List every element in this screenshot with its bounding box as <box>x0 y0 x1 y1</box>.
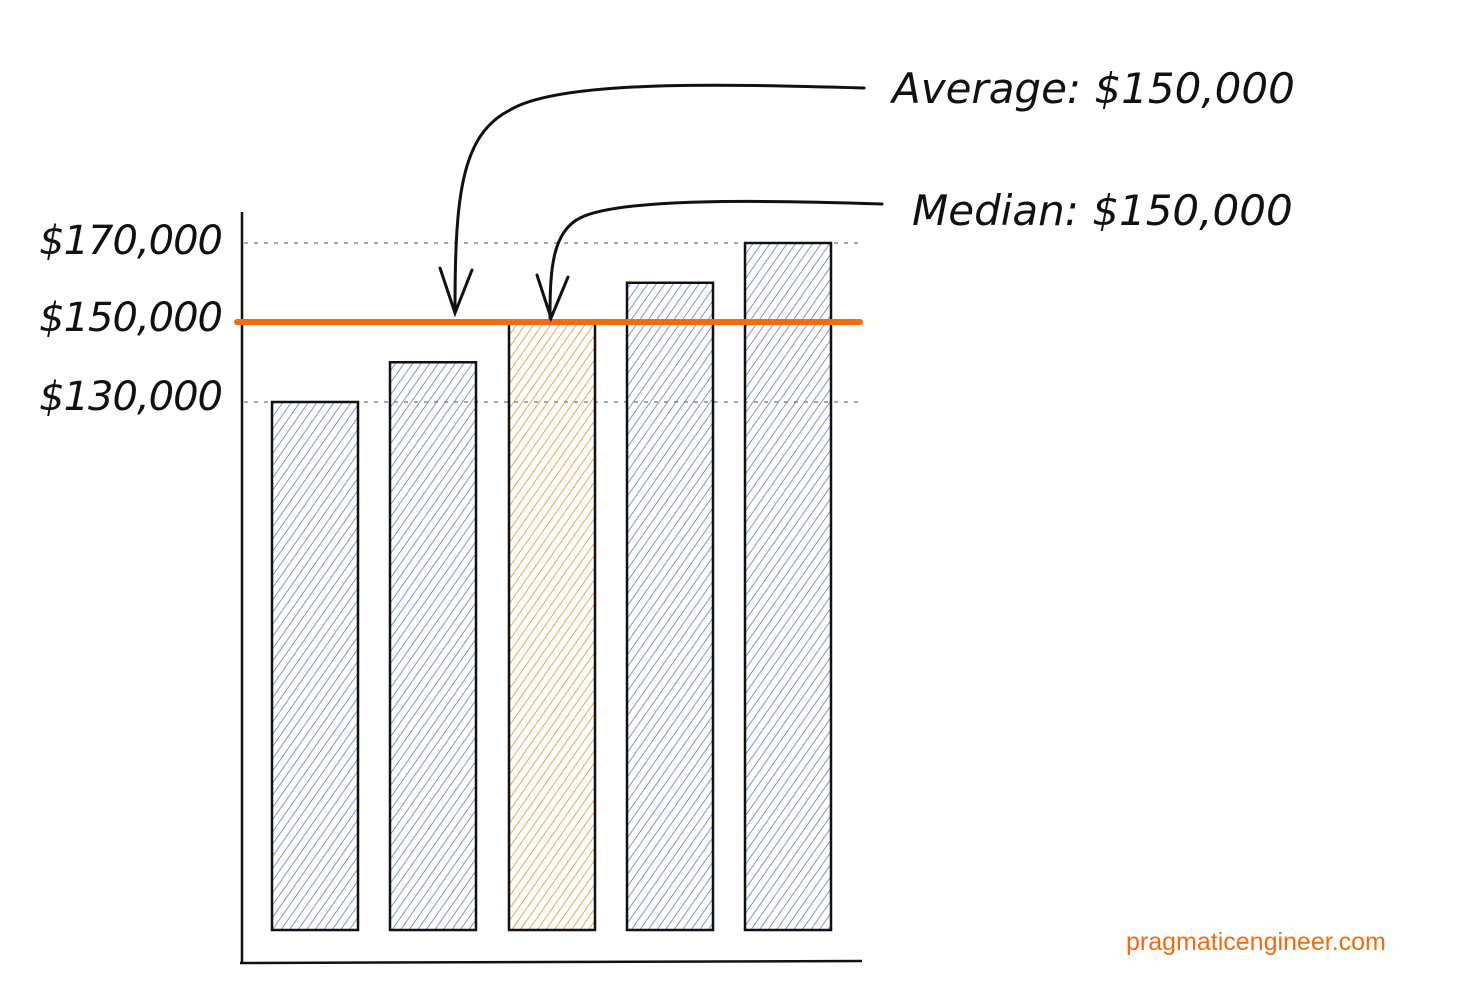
bar <box>270 400 360 932</box>
median-annotation: Median: $150,000 <box>912 186 1293 235</box>
y-tick-130000: $130,000 <box>39 374 223 420</box>
x-axis <box>239 959 863 965</box>
bar-median-highlighted <box>507 321 597 932</box>
median-arrow-icon <box>535 199 884 323</box>
watermark-link[interactable]: pragmaticengineer.com <box>1126 928 1386 956</box>
bars <box>270 241 833 932</box>
bar <box>388 361 478 932</box>
bar <box>743 241 833 932</box>
average-arrow-icon <box>438 83 866 318</box>
average-annotation: Average: $150,000 <box>892 64 1295 113</box>
y-tick-150000: $150,000 <box>39 295 223 341</box>
y-tick-170000: $170,000 <box>39 218 223 264</box>
bar <box>625 281 715 932</box>
